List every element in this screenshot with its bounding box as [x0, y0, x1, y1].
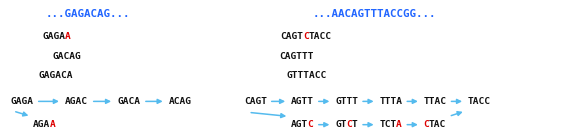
Text: TTTA: TTTA: [379, 97, 403, 106]
Text: CAGT: CAGT: [244, 97, 267, 106]
Text: GAGA: GAGA: [10, 97, 33, 106]
Text: AGTT: AGTT: [291, 97, 314, 106]
Text: AGT: AGT: [291, 120, 308, 129]
Text: C: C: [346, 120, 352, 129]
Text: ...AACAGTTTACCGG...: ...AACAGTTTACCGG...: [312, 9, 436, 19]
Text: GTTTACC: GTTTACC: [286, 71, 327, 80]
Text: GAGACA: GAGACA: [39, 71, 73, 80]
Text: ACAG: ACAG: [169, 97, 192, 106]
Text: A: A: [49, 120, 56, 129]
Text: C: C: [307, 120, 314, 129]
Text: TAC: TAC: [429, 120, 446, 129]
Text: GTTT: GTTT: [335, 97, 358, 106]
Text: A: A: [65, 32, 70, 42]
Text: AGA: AGA: [33, 120, 50, 129]
Text: C: C: [303, 32, 308, 42]
Text: TCT: TCT: [379, 120, 396, 129]
Text: GT: GT: [335, 120, 346, 129]
Text: TACC: TACC: [468, 97, 491, 106]
Text: GAGA: GAGA: [43, 32, 66, 42]
Text: AGAC: AGAC: [65, 97, 88, 106]
Text: TTAC: TTAC: [424, 97, 447, 106]
Text: C: C: [424, 120, 429, 129]
Text: ...GAGACAG...: ...GAGACAG...: [45, 9, 130, 19]
Text: CAGT: CAGT: [281, 32, 304, 42]
Text: CAGTTT: CAGTTT: [279, 52, 314, 61]
Text: GACA: GACA: [117, 97, 141, 106]
Text: A: A: [396, 120, 402, 129]
Text: TACC: TACC: [308, 32, 332, 42]
Text: GACAG: GACAG: [52, 52, 81, 61]
Text: T: T: [352, 120, 358, 129]
